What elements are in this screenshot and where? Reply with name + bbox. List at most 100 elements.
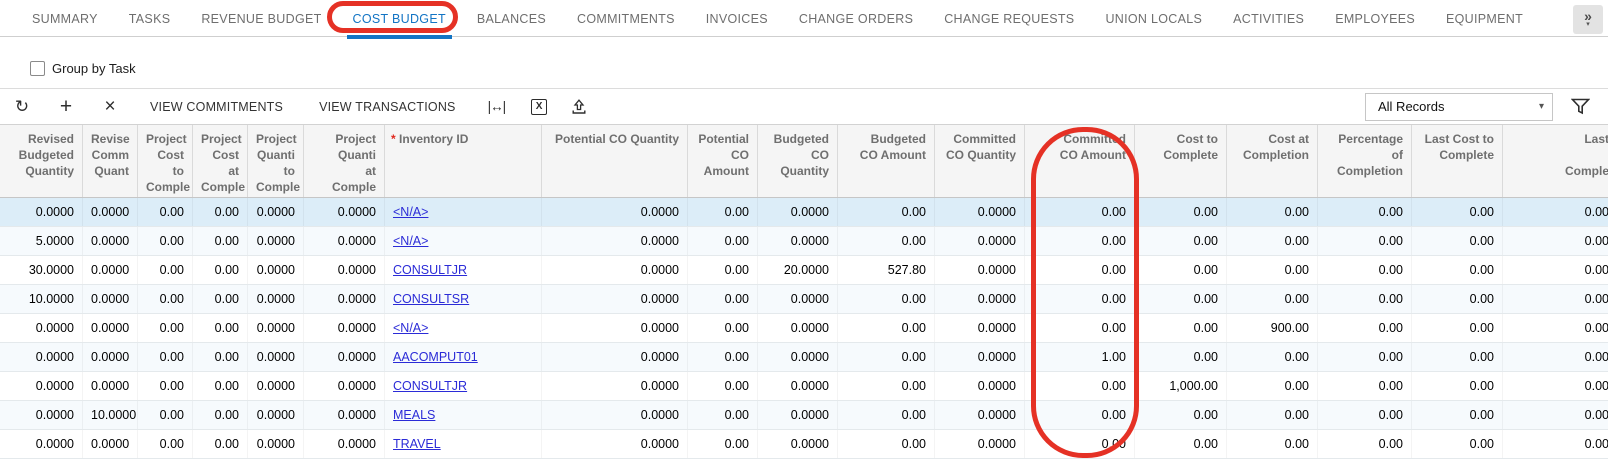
table-row[interactable]: 0.0000 0.0000 0.00 0.00 0.0000 0.0000 <N/A> 0.0… [0, 314, 1608, 343]
tab-summary[interactable]: SUMMARY [32, 11, 98, 26]
refresh-button[interactable]: ↻ [0, 97, 44, 117]
grid-cell[interactable]: 0.0000 [0, 198, 83, 226]
grid-cell[interactable]: 0.00 [1025, 227, 1135, 255]
group-by-task-checkbox[interactable] [30, 60, 45, 76]
grid-cell[interactable]: 0.00 [1503, 256, 1608, 284]
grid-cell[interactable]: <N/A> [385, 314, 542, 342]
grid-cell[interactable]: 0.00 [193, 401, 248, 429]
grid-cell[interactable]: 0.00 [193, 372, 248, 400]
grid-cell[interactable]: 0.00 [1025, 430, 1135, 458]
column-header-1[interactable]: Revise Comm Quant [83, 125, 138, 197]
grid-cell[interactable]: 0.0000 [83, 285, 138, 313]
grid-cell[interactable]: 0.00 [1025, 314, 1135, 342]
grid-cell[interactable]: 0.00 [1318, 256, 1412, 284]
grid-cell[interactable]: 0.0000 [542, 198, 688, 226]
grid-cell[interactable]: 0.0000 [0, 343, 83, 371]
tab-invoices[interactable]: INVOICES [705, 11, 768, 26]
grid-cell[interactable]: 0.00 [138, 256, 193, 284]
grid-cell[interactable]: 30.0000 [0, 256, 83, 284]
upload-button[interactable] [571, 98, 587, 115]
tab-cost-budget[interactable]: COST BUDGET [346, 2, 453, 39]
grid-cell[interactable]: 0.0000 [0, 372, 83, 400]
grid-cell[interactable]: 0.00 [838, 285, 935, 313]
grid-cell[interactable]: 0.00 [1318, 401, 1412, 429]
grid-cell[interactable]: 0.00 [1412, 198, 1503, 226]
column-header-12[interactable]: Committed CO Amount [1025, 125, 1135, 197]
column-header-11[interactable]: Committed CO Quantity [935, 125, 1025, 197]
grid-cell[interactable]: 0.0000 [935, 198, 1025, 226]
tab-employees[interactable]: EMPLOYEES [1335, 11, 1416, 26]
grid-cell[interactable]: 0.0000 [542, 430, 688, 458]
grid-cell[interactable]: 0.00 [1412, 285, 1503, 313]
table-row[interactable]: 0.0000 0.0000 0.00 0.00 0.0000 0.0000 <N/A> 0.0… [0, 198, 1608, 227]
grid-cell[interactable]: 0.00 [1227, 227, 1318, 255]
grid-cell[interactable]: 0.00 [193, 343, 248, 371]
grid-cell[interactable]: 0.00 [1503, 314, 1608, 342]
grid-cell[interactable]: 0.00 [138, 343, 193, 371]
grid-cell[interactable]: 0.00 [688, 401, 758, 429]
column-header-13[interactable]: Cost to Complete [1135, 125, 1227, 197]
grid-cell[interactable]: 0.00 [838, 227, 935, 255]
grid-cell[interactable]: 0.00 [1318, 343, 1412, 371]
grid-cell[interactable]: 0.00 [1025, 285, 1135, 313]
grid-cell[interactable]: 0.00 [1412, 227, 1503, 255]
table-row[interactable]: 30.0000 0.0000 0.00 0.00 0.0000 0.0000 CONSULT… [0, 256, 1608, 285]
more-tabs-button[interactable]: » ▾ [1573, 5, 1603, 34]
grid-cell[interactable]: 0.0000 [248, 372, 304, 400]
grid-cell[interactable]: 0.0000 [83, 314, 138, 342]
grid-cell[interactable]: 0.00 [193, 430, 248, 458]
add-row-button[interactable]: + [44, 95, 88, 119]
grid-cell[interactable]: 0.00 [1412, 401, 1503, 429]
column-header-8[interactable]: Potential CO Amount [688, 125, 758, 197]
grid-cell[interactable]: 0.00 [1025, 401, 1135, 429]
grid-cell[interactable]: 20.0000 [758, 256, 838, 284]
column-header-10[interactable]: Budgeted CO Amount [838, 125, 935, 197]
inventory-id-link[interactable]: AACOMPUT01 [393, 350, 478, 364]
column-header-2[interactable]: Project Cost to Comple [138, 125, 193, 197]
grid-cell[interactable]: 0.0000 [935, 256, 1025, 284]
grid-cell[interactable]: 0.00 [1412, 430, 1503, 458]
grid-cell[interactable]: 0.0000 [248, 314, 304, 342]
column-header-17[interactable]: Last Comple [1503, 125, 1608, 197]
grid-cell[interactable]: 0.0000 [248, 401, 304, 429]
grid-cell[interactable]: 0.0000 [758, 227, 838, 255]
grid-cell[interactable]: 0.00 [193, 314, 248, 342]
column-header-9[interactable]: Budgeted CO Quantity [758, 125, 838, 197]
grid-cell[interactable]: 0.0000 [542, 285, 688, 313]
grid-cell[interactable]: 0.00 [838, 314, 935, 342]
inventory-id-link[interactable]: CONSULTSR [393, 292, 470, 306]
grid-cell[interactable]: 0.00 [1227, 285, 1318, 313]
records-filter-dropdown[interactable]: All Records ▾ [1365, 92, 1553, 121]
export-excel-button[interactable]: X [531, 98, 548, 115]
grid-cell[interactable]: 0.00 [688, 372, 758, 400]
grid-cell[interactable]: 0.00 [1135, 227, 1227, 255]
column-header-5[interactable]: Project Quanti at Comple [304, 125, 385, 197]
grid-cell[interactable]: 0.0000 [248, 343, 304, 371]
tab-tasks[interactable]: TASKS [128, 11, 171, 26]
column-header-0[interactable]: Revised Budgeted Quantity [0, 125, 83, 197]
grid-cell[interactable]: 0.0000 [248, 430, 304, 458]
grid-cell[interactable]: 0.0000 [542, 314, 688, 342]
grid-cell[interactable]: 900.00 [1227, 314, 1318, 342]
grid-cell[interactable]: 0.00 [1227, 430, 1318, 458]
grid-cell[interactable]: 0.0000 [758, 430, 838, 458]
grid-cell[interactable]: 0.00 [193, 227, 248, 255]
grid-cell[interactable]: 0.0000 [935, 285, 1025, 313]
grid-cell[interactable]: 0.0000 [304, 430, 385, 458]
grid-cell[interactable]: 0.00 [1318, 314, 1412, 342]
tab-change-requests[interactable]: CHANGE REQUESTS [944, 11, 1075, 26]
grid-cell[interactable]: 0.0000 [758, 401, 838, 429]
grid-cell[interactable]: 0.0000 [304, 285, 385, 313]
grid-cell[interactable]: 0.0000 [758, 372, 838, 400]
grid-cell[interactable]: 0.00 [1318, 430, 1412, 458]
grid-cell[interactable]: 0.0000 [935, 227, 1025, 255]
table-row[interactable]: 0.0000 0.0000 0.00 0.00 0.0000 0.0000 TRAVEL 0.… [0, 430, 1608, 459]
grid-cell[interactable]: CONSULTSR [385, 285, 542, 313]
grid-cell[interactable]: 0.00 [1135, 285, 1227, 313]
grid-cell[interactable]: 0.00 [1227, 256, 1318, 284]
grid-cell[interactable]: 0.00 [1503, 198, 1608, 226]
grid-cell[interactable]: 0.0000 [542, 401, 688, 429]
delete-row-button[interactable]: × [88, 96, 132, 118]
grid-cell[interactable]: 0.0000 [304, 227, 385, 255]
grid-cell[interactable]: 0.00 [1135, 343, 1227, 371]
